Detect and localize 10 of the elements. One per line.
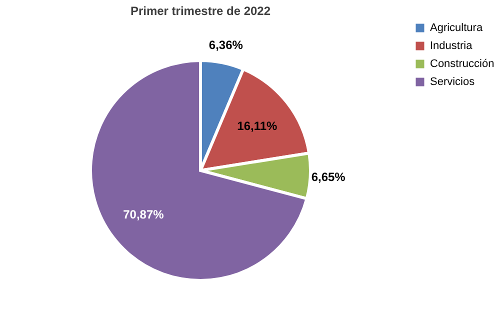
data-label: 16,11% [237,119,278,134]
pie-slice [89,59,308,282]
data-label: 6,65% [311,170,346,184]
data-label: 70,87% [123,207,164,222]
legend-label: Industria [430,40,474,52]
chart-title: Primer trimestre de 2022 [130,4,271,18]
legend-label: Servicios [430,76,476,88]
data-label: 6,36% [208,38,244,52]
legend-label: Construcción [430,58,494,70]
legend-label: Agricultura [430,22,484,34]
